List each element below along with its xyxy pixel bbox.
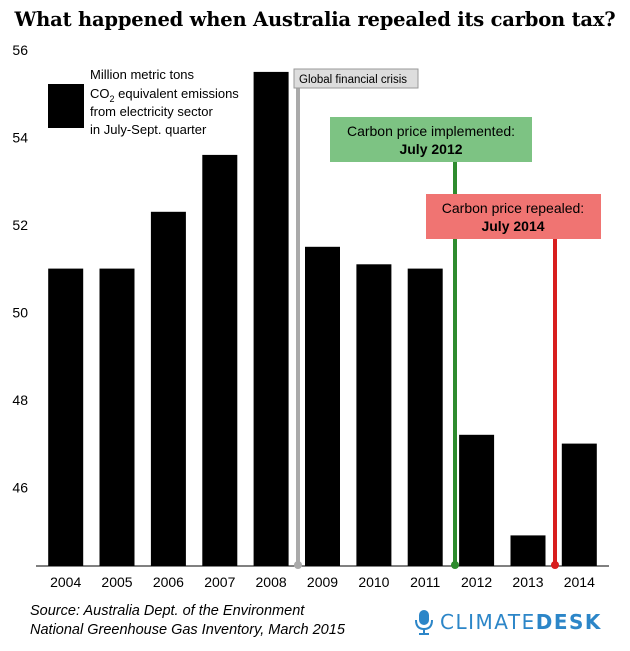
annotation-financial-crisis: Global financial crisis	[293, 68, 419, 569]
x-tick-label-2007: 2007	[204, 574, 235, 590]
x-tick-label-2006: 2006	[153, 574, 184, 590]
bar-2004	[48, 268, 84, 566]
bar-2009	[305, 246, 340, 567]
carbon-repealed-label-line1: Carbon price repealed:	[442, 200, 584, 216]
legend-line-1: Million metric tons	[90, 67, 195, 82]
bars	[48, 71, 597, 567]
carbon-implemented-label-box	[330, 117, 532, 162]
x-tick-label-2010: 2010	[358, 574, 389, 590]
bar-2014	[561, 443, 597, 566]
carbon-implemented-dot	[451, 561, 459, 569]
carbon-repealed-label-box	[426, 194, 601, 239]
financial-crisis-dot	[294, 561, 302, 569]
source-note: Source: Australia Dept. of the Environme…	[30, 602, 345, 640]
bar-2011	[407, 268, 443, 566]
bar-2005	[99, 268, 135, 566]
legend-line-4: in July-Sept. quarter	[90, 122, 207, 137]
bar-2008	[253, 71, 289, 567]
y-tick-label-52: 52	[12, 217, 28, 233]
x-tick-label-2011: 2011	[410, 574, 440, 590]
legend-line-2: CO2 equivalent emissions	[90, 86, 239, 104]
y-tick-label-50: 50	[12, 304, 28, 320]
x-tick-label-2013: 2013	[512, 574, 543, 590]
carbon-implemented-label-line2: July 2012	[399, 141, 462, 157]
carbon-repealed-dot	[551, 561, 559, 569]
legend-line-3: from electricity sector	[90, 104, 213, 119]
bar-2012	[459, 434, 495, 566]
source-line-2: National Greenhouse Gas Inventory, March…	[30, 622, 345, 638]
bar-2007	[202, 154, 238, 566]
microphone-icon	[415, 610, 433, 635]
x-tick-label-2008: 2008	[256, 574, 287, 590]
y-axis: 46 48 50 52 54 56	[12, 42, 28, 495]
chart-title: What happened when Australia repealed it…	[14, 8, 616, 31]
y-tick-label-54: 54	[12, 130, 28, 146]
x-tick-label-2012: 2012	[461, 574, 492, 590]
legend: Million metric tons CO2 equivalent emiss…	[48, 67, 239, 137]
x-tick-label-2004: 2004	[50, 574, 81, 590]
annotation-carbon-repealed: Carbon price repealed: July 2014	[426, 194, 601, 569]
financial-crisis-label-box	[293, 68, 419, 89]
legend-swatch	[48, 84, 84, 128]
y-tick-label-56: 56	[12, 42, 28, 58]
carbon-repealed-label-line2: July 2014	[481, 218, 544, 234]
carbon-implemented-label-line1: Carbon price implemented:	[347, 123, 515, 139]
x-axis: 2004 2005 2006 2007 2008 2009 2010 2011 2012 2013…	[36, 565, 609, 590]
x-tick-label-2014: 2014	[564, 574, 595, 590]
annotation-carbon-implemented: Carbon price implemented: July 2012	[330, 117, 532, 569]
y-tick-label-48: 48	[12, 392, 28, 408]
source-line-1: Source: Australia Dept. of the Environme…	[30, 603, 305, 619]
bar-2010	[356, 264, 392, 566]
climate-desk-logo: CLIMATEDESK	[414, 608, 602, 636]
x-tick-label-2005: 2005	[101, 574, 132, 590]
bar-2006	[150, 211, 186, 567]
x-tick-label-2009: 2009	[307, 574, 338, 590]
bar-2013	[510, 535, 546, 566]
brand-name: CLIMATEDESK	[440, 610, 602, 634]
y-tick-label-46: 46	[12, 479, 28, 495]
financial-crisis-label: Global financial crisis	[299, 74, 407, 86]
bar-chart: 46 48 50 52 54 56 2004 2005 2006 2007 2008 2009 201…	[12, 42, 609, 590]
